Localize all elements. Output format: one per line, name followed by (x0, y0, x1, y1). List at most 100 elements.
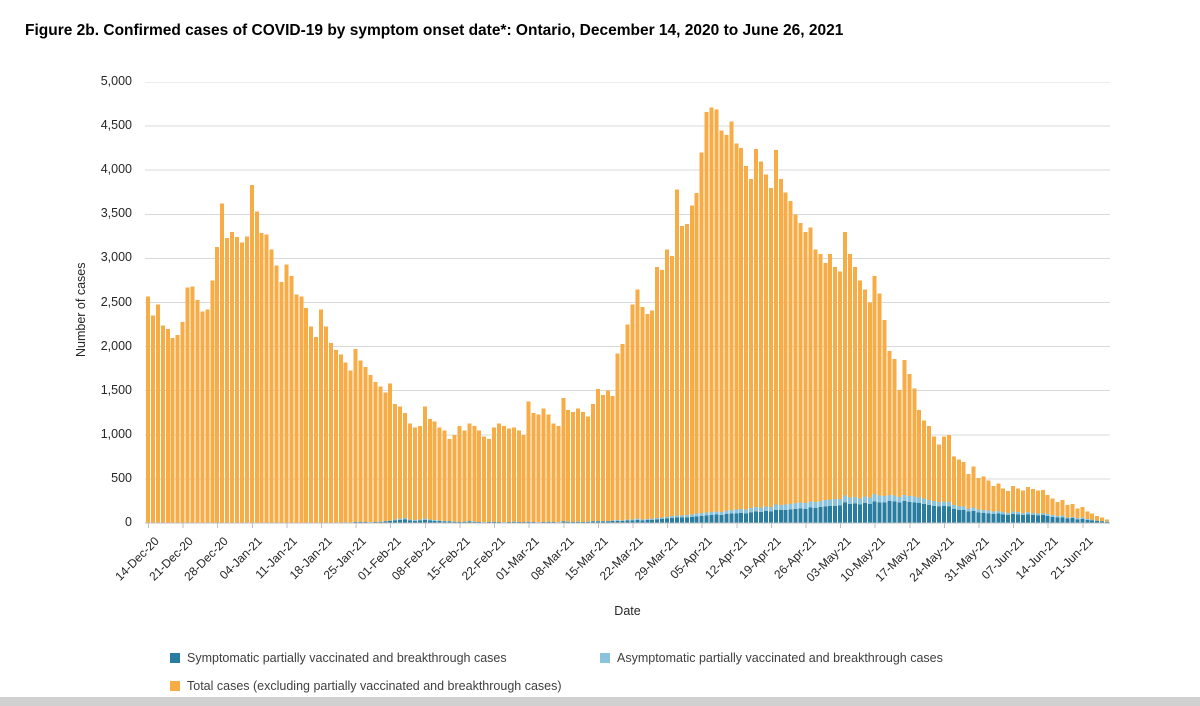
legend-label: Total cases (excluding partially vaccina… (187, 679, 562, 693)
bar-symptomatic (1030, 515, 1035, 523)
bar-asymptomatic (684, 514, 689, 518)
bar-total-excluding (472, 425, 477, 522)
bar-symptomatic (600, 521, 605, 523)
bar-total-excluding (358, 360, 363, 522)
bar-asymptomatic (729, 510, 734, 514)
bar-total-excluding (323, 326, 328, 523)
bar-total-excluding (511, 427, 516, 522)
bar-symptomatic (1011, 514, 1016, 523)
bar-total-excluding (482, 436, 487, 523)
bar-asymptomatic (1085, 519, 1090, 521)
bar-asymptomatic (768, 506, 773, 512)
bar-total-excluding (714, 109, 719, 512)
bar-total-excluding (1050, 498, 1055, 516)
bar-asymptomatic (956, 506, 961, 510)
bar-symptomatic (630, 520, 635, 523)
bar-total-excluding (734, 143, 739, 510)
bar-total-excluding (368, 374, 373, 523)
bar-total-excluding (670, 255, 675, 517)
bar-symptomatic (936, 506, 941, 523)
bar-asymptomatic (1025, 512, 1030, 515)
bar-asymptomatic (1006, 512, 1011, 516)
bar-symptomatic (828, 506, 833, 523)
bar-total-excluding (403, 412, 408, 518)
bar-asymptomatic (843, 495, 848, 503)
bar-symptomatic (412, 520, 417, 523)
bar-symptomatic (763, 511, 768, 523)
bar-symptomatic (403, 519, 408, 523)
bar-symptomatic (788, 509, 793, 523)
bar-asymptomatic (679, 515, 684, 518)
bar-symptomatic (833, 505, 838, 523)
bar-total-excluding (1100, 517, 1105, 521)
bar-symptomatic (976, 512, 981, 523)
bar-asymptomatic (798, 502, 803, 509)
bar-symptomatic (882, 502, 887, 523)
bar-symptomatic (907, 501, 912, 523)
bar-symptomatic (511, 521, 516, 523)
bar-symptomatic (724, 514, 729, 523)
bar-asymptomatic (1045, 514, 1050, 516)
bar-total-excluding (541, 408, 546, 522)
bar-symptomatic (432, 520, 437, 523)
bar-total-excluding (1080, 506, 1085, 518)
bar-asymptomatic (650, 518, 655, 520)
bar-symptomatic (467, 521, 472, 523)
bar-total-excluding (294, 294, 299, 523)
bar-symptomatic (768, 511, 773, 523)
bar-total-excluding (506, 428, 511, 522)
bar-total-excluding (956, 459, 961, 507)
bar-asymptomatic (427, 519, 432, 521)
bar-total-excluding (739, 148, 744, 509)
y-tick-label: 0 (125, 515, 132, 529)
bar-total-excluding (719, 130, 724, 512)
bar-total-excluding (571, 411, 576, 522)
bar-total-excluding (640, 306, 645, 520)
bar-total-excluding (348, 370, 353, 523)
bar-total-excluding (581, 411, 586, 522)
bar-asymptomatic (872, 494, 877, 502)
bar-total-excluding (788, 201, 793, 504)
bar-total-excluding (1075, 508, 1080, 519)
bar-asymptomatic (808, 501, 813, 508)
bar-total-excluding (620, 343, 625, 521)
bar-symptomatic (946, 506, 951, 523)
bar-total-excluding (590, 403, 595, 522)
bar-symptomatic (966, 511, 971, 523)
bar-symptomatic (991, 514, 996, 523)
bar-symptomatic (739, 512, 744, 523)
bar-total-excluding (768, 187, 773, 507)
bar-total-excluding (551, 423, 556, 522)
bar-symptomatic (679, 517, 684, 523)
bar-total-excluding (412, 427, 417, 520)
bar-total-excluding (744, 165, 749, 510)
bar-total-excluding (234, 237, 239, 523)
bar-asymptomatic (793, 503, 798, 509)
bar-total-excluding (427, 418, 432, 520)
bar-symptomatic (847, 504, 852, 523)
bar-asymptomatic (1021, 512, 1026, 516)
bar-asymptomatic (635, 518, 640, 520)
y-tick-label: 5,000 (100, 74, 132, 88)
bar-total-excluding (477, 430, 482, 522)
bar-total-excluding (462, 430, 467, 522)
bar-total-excluding (674, 189, 679, 516)
bar-symptomatic (447, 521, 452, 523)
bar-asymptomatic (665, 516, 670, 519)
figure-title: Figure 2b. Confirmed cases of COVID-19 b… (25, 22, 844, 39)
bar-asymptomatic (763, 506, 768, 512)
bar-asymptomatic (605, 520, 610, 522)
bar-asymptomatic (625, 519, 630, 521)
bar-symptomatic (408, 520, 413, 523)
bar-asymptomatic (714, 511, 719, 515)
bar-total-excluding (284, 264, 289, 523)
bar-symptomatic (872, 501, 877, 523)
bar-total-excluding (1025, 486, 1030, 513)
y-tick-label: 3,000 (100, 250, 132, 265)
bar-total-excluding (843, 231, 848, 496)
y-tick-label: 1,000 (100, 426, 132, 441)
bar-total-excluding (961, 462, 966, 507)
bar-symptomatic (996, 513, 1001, 523)
bar-total-excluding (887, 351, 892, 495)
bar-total-excluding (793, 214, 798, 504)
